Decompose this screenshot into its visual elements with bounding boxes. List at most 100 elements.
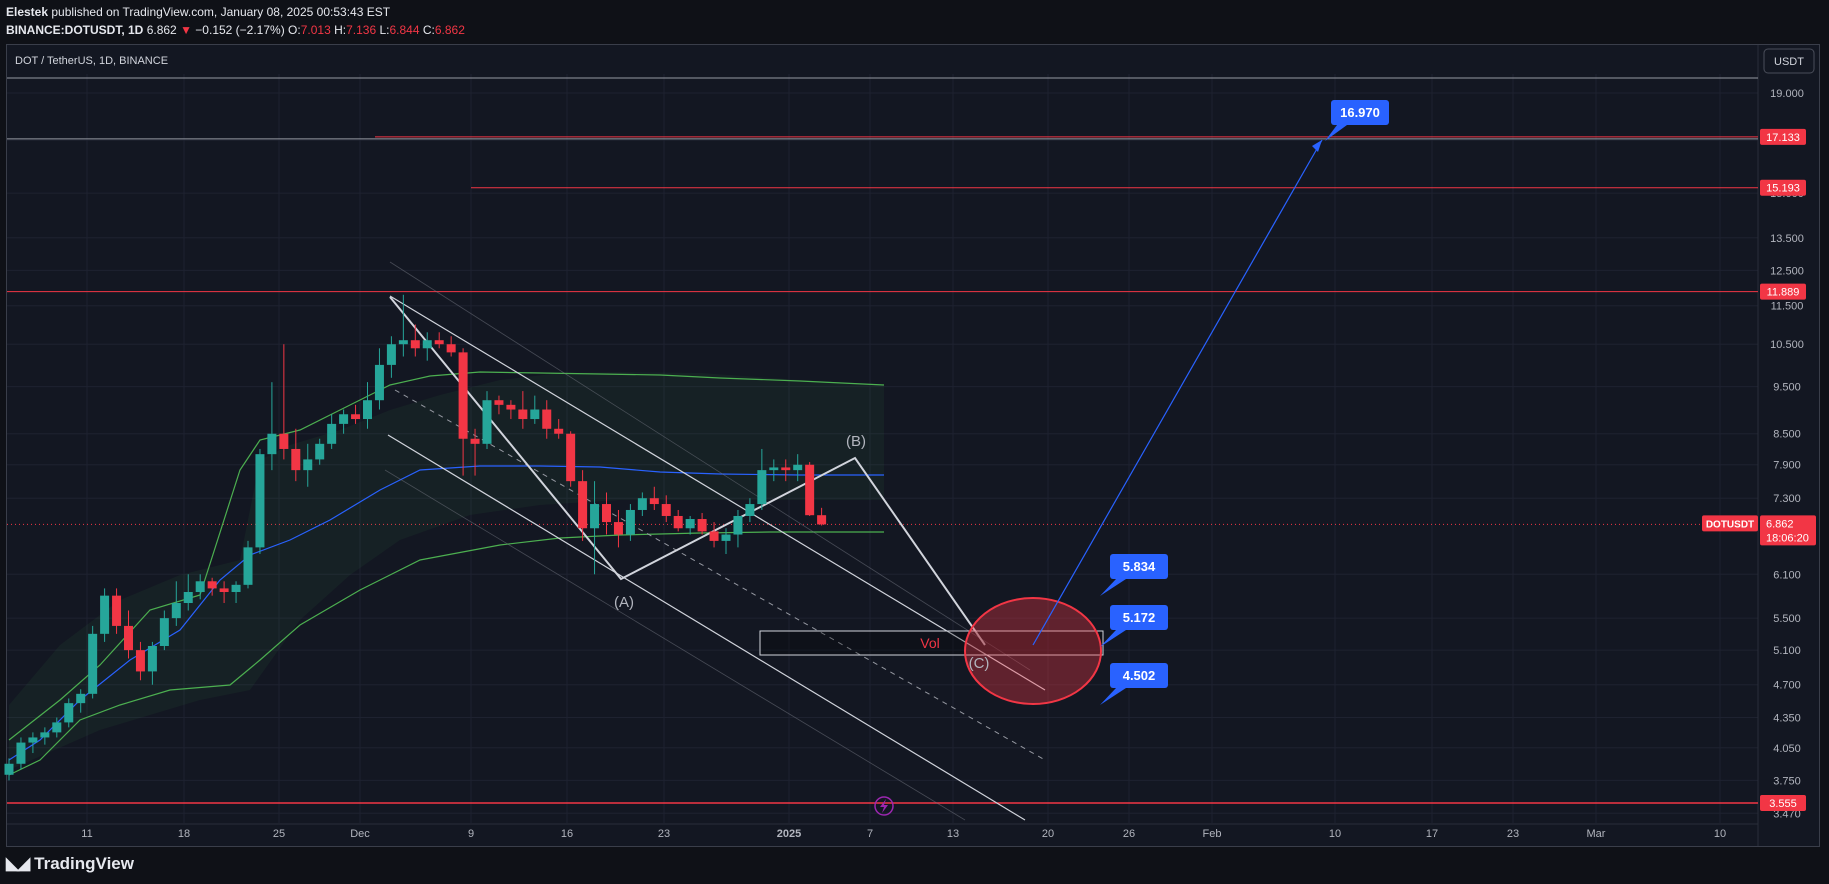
candle-body <box>446 344 456 353</box>
open-value: 7.013 <box>300 23 331 37</box>
candle-body <box>578 481 588 529</box>
price-tick-label: 4.350 <box>1773 713 1801 725</box>
candle-body <box>171 603 181 619</box>
candle-body <box>279 433 289 449</box>
price-tick-label: 4.700 <box>1773 680 1801 692</box>
candle-body <box>482 400 492 444</box>
currency-button[interactable]: USDT <box>1763 48 1815 74</box>
candle-body <box>291 448 301 471</box>
candle-body <box>685 519 695 529</box>
moving-average-line <box>8 465 884 761</box>
candle-body <box>183 592 193 604</box>
candle-body <box>339 414 349 424</box>
price-axis: 19.00017.00015.00013.50012.50011.50010.5… <box>1770 88 1804 820</box>
low-value: 6.844 <box>389 23 420 37</box>
chart-panel[interactable] <box>6 44 1820 847</box>
time-tick-label: 26 <box>1123 828 1135 840</box>
target-label-pointer <box>1325 125 1347 141</box>
candle-body <box>709 531 719 541</box>
candle-body <box>351 414 361 420</box>
candle-body <box>518 409 528 420</box>
candle-body <box>100 595 110 634</box>
candle-body <box>590 504 600 529</box>
candle-body <box>255 454 265 548</box>
candle-body <box>243 547 253 585</box>
time-tick-label: 10 <box>1329 828 1341 840</box>
price-tick-label: 3.470 <box>1773 808 1801 820</box>
target-label-text: 5.172 <box>1123 610 1156 625</box>
chart-title: DOT / TetherUS, 1D, BINANCE <box>15 55 168 67</box>
candle-body <box>159 618 169 646</box>
candle-body <box>506 404 516 410</box>
candle-body <box>219 588 229 593</box>
candle-body <box>124 625 133 651</box>
lower-band-line <box>8 531 884 776</box>
target-label-pointer <box>1100 579 1126 596</box>
candle-body <box>661 504 671 516</box>
time-tick-label: 20 <box>1042 828 1054 840</box>
projection-arrow-line <box>1032 139 1323 646</box>
publish-header: Elestek published on TradingView.com, Ja… <box>6 3 465 39</box>
candle-body <box>147 645 157 672</box>
price-tick-label: 7.900 <box>1773 460 1801 472</box>
price-label-badge <box>1760 795 1806 811</box>
price-tick-label: 5.500 <box>1773 613 1801 625</box>
target-label-text: 4.502 <box>1123 668 1156 683</box>
time-axis: 11 18 25 Dec 9 16 23 2025 7 13 20 26 Feb 10 17 23 Mar 10 <box>81 828 1726 840</box>
price-tick-label: 6.100 <box>1773 569 1801 581</box>
candle-body <box>470 438 480 444</box>
candle-body <box>4 763 14 775</box>
candle-body <box>733 515 743 535</box>
price-tick-label: 9.500 <box>1773 382 1801 394</box>
vol-label: Vol <box>920 635 939 651</box>
candle-body <box>410 340 420 349</box>
price-label-text: 11.889 <box>1767 287 1800 299</box>
lightning-bolt-icon <box>880 799 888 813</box>
time-tick-label: 2025 <box>777 828 801 840</box>
last-price-badge <box>1760 515 1816 546</box>
wave-label: (C) <box>969 655 990 672</box>
time-tick-label: 7 <box>867 828 873 840</box>
countdown-text: 18:06:20 <box>1766 532 1809 544</box>
publish-text: published on TradingView.com, January 08… <box>51 5 391 19</box>
candle-body <box>745 504 755 516</box>
channel-upper-line <box>389 295 1046 691</box>
time-tick-label: 13 <box>947 828 959 840</box>
candle-body <box>422 340 432 349</box>
candle-body <box>64 703 74 723</box>
author-name[interactable]: Elestek <box>6 5 49 19</box>
target-label-pointer <box>1100 688 1126 705</box>
price-tick-label: 4.050 <box>1773 743 1801 755</box>
channel-outer-line <box>384 469 966 821</box>
time-tick-label: 11 <box>81 828 92 840</box>
price-label-badge <box>1760 179 1806 196</box>
close-label: C: <box>422 23 435 37</box>
last-price-text: 6.862 <box>1766 518 1794 530</box>
vol-zone-box <box>759 630 1104 656</box>
candle-body <box>530 409 540 420</box>
target-label-badge <box>1110 663 1168 688</box>
time-tick-label: Feb <box>1203 828 1222 840</box>
candle-body <box>398 340 408 345</box>
time-tick-label: 10 <box>1714 828 1726 840</box>
time-tick-label: 9 <box>468 828 474 840</box>
tradingview-logo[interactable]: ◣◢ TradingView <box>6 854 134 874</box>
candle-body <box>363 400 372 420</box>
drawings: (A) (B) (C) Vol <box>7 136 1758 821</box>
candle-body <box>554 428 564 434</box>
candle-body <box>327 423 337 444</box>
candle-body <box>721 534 731 541</box>
lightning-icon[interactable] <box>874 796 894 816</box>
currency-label: USDT <box>1774 56 1804 68</box>
time-tick-label: 23 <box>658 828 670 840</box>
candle-body <box>374 364 384 401</box>
close-value: 6.862 <box>434 23 465 37</box>
channel-mid-line <box>394 389 1046 761</box>
candle-body <box>542 409 552 429</box>
envelope-band <box>9 372 884 770</box>
candle-body <box>637 498 647 510</box>
candle-body <box>52 722 62 733</box>
candle-body <box>231 584 241 593</box>
time-tick-label: Mar <box>1587 828 1606 840</box>
